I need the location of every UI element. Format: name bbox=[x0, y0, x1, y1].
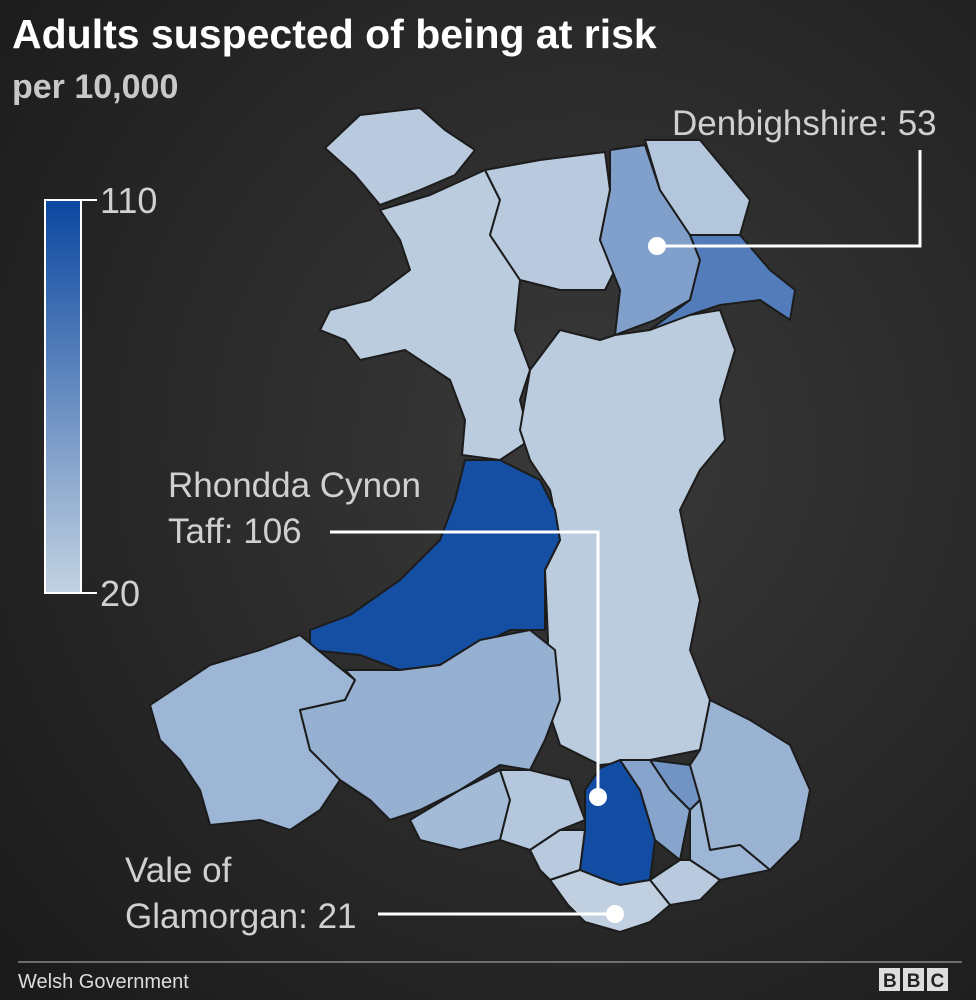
region bbox=[519, 309, 736, 766]
region bbox=[299, 629, 561, 821]
annotation-dot bbox=[589, 788, 607, 806]
annotation-label: Vale of bbox=[125, 851, 232, 890]
region bbox=[484, 151, 616, 291]
logo-box bbox=[927, 968, 948, 991]
leader-line bbox=[330, 530, 600, 797]
logo: BBC bbox=[883, 971, 954, 992]
map bbox=[149, 107, 811, 933]
annotations: Denbighshire: 53 Rhondda Cynon Taff: 106… bbox=[125, 104, 937, 936]
colorbar-tick-label: 110 bbox=[100, 180, 157, 221]
annotation-dot bbox=[606, 905, 624, 923]
logo-box bbox=[903, 968, 924, 991]
region bbox=[649, 234, 796, 331]
annotation-label: Glamorgan: 21 bbox=[125, 897, 357, 936]
region bbox=[689, 699, 811, 871]
region bbox=[324, 107, 476, 206]
annotation-label: Rhondda Cynon bbox=[168, 466, 421, 505]
chart-subtitle: per 10,000 bbox=[12, 68, 178, 106]
leader-line bbox=[657, 150, 922, 248]
colorbar bbox=[44, 199, 82, 594]
annotation-dot bbox=[648, 237, 666, 255]
logo-box bbox=[879, 968, 900, 991]
annotation-label: Denbighshire: 53 bbox=[672, 104, 937, 143]
region bbox=[549, 869, 671, 933]
annotation-label: Taff: 106 bbox=[168, 512, 302, 551]
colorbar-tick-label: 20 bbox=[100, 573, 140, 614]
chart-title: Adults suspected of being at risk bbox=[12, 11, 657, 57]
source: Welsh Government bbox=[18, 971, 189, 993]
